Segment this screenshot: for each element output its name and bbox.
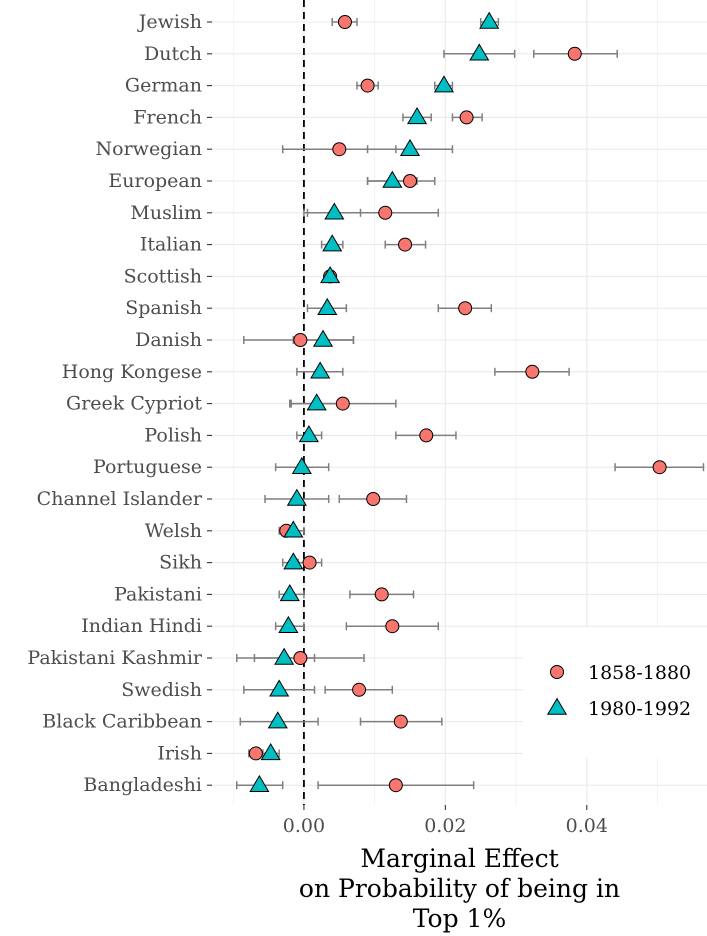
data-point-triangle: [433, 75, 455, 93]
y-tick-label: Italian: [140, 234, 202, 256]
x-axis-title-line: on Probability of being in: [299, 874, 620, 903]
data-point-triangle: [469, 43, 490, 61]
data-point-triangle: [269, 679, 290, 697]
y-tick-label: Bangladeshi: [83, 774, 202, 796]
x-tick-label: 0.00: [283, 815, 325, 837]
data-point-triangle: [382, 170, 403, 188]
data-point-circle: [458, 301, 473, 316]
data-point-circle: [652, 460, 667, 475]
y-tick-label: Muslim: [130, 202, 202, 224]
data-point-circle: [525, 364, 540, 379]
data-point-circle: [567, 46, 582, 61]
legend: 1858-1880 1980-1992: [523, 628, 707, 758]
legend-key-circle: [550, 665, 564, 679]
y-tick-label: Welsh: [145, 520, 202, 542]
x-axis-title-line: Marginal Effect: [360, 844, 558, 873]
data-point-triangle: [317, 297, 338, 315]
y-tick-label: German: [125, 75, 202, 97]
data-point-circle: [393, 714, 408, 729]
x-axis-title-line: Top 1%: [413, 904, 506, 933]
data-point-triangle: [298, 425, 319, 443]
data-point-triangle: [279, 584, 300, 602]
data-point-circle: [366, 492, 381, 506]
y-tick-label: Spanish: [125, 297, 202, 319]
data-point-circle: [293, 651, 308, 665]
data-point-circle: [360, 78, 375, 93]
data-point-triangle: [274, 647, 295, 665]
data-point-triangle: [283, 552, 304, 570]
data-point-circle: [337, 15, 352, 29]
data-point-triangle: [320, 266, 341, 284]
data-point-triangle: [249, 774, 270, 792]
data-point-triangle: [260, 743, 281, 761]
x-tick-label: 0.02: [424, 815, 466, 837]
data-point-triangle: [324, 202, 345, 220]
data-point-triangle: [479, 11, 500, 29]
y-tick-label: Polish: [144, 424, 202, 446]
data-point-circle: [378, 205, 393, 220]
x-ticks: 0.00 0.02 0.04: [283, 805, 608, 837]
data-point-triangle: [322, 234, 343, 252]
data-point-circle: [403, 174, 417, 188]
data-point-triangle: [310, 361, 331, 379]
y-tick-label: Swedish: [121, 679, 202, 701]
legend-box: [523, 628, 707, 758]
data-point-circle: [293, 333, 308, 347]
data-point-circle: [332, 142, 347, 157]
y-tick-label: Black Caribbean: [42, 711, 202, 733]
data-point-triangle: [267, 711, 288, 729]
y-tick-label: French: [133, 106, 202, 128]
data-point-circle: [302, 555, 317, 570]
y-tick-label: Jewish: [137, 11, 202, 33]
x-tick-label: 0.04: [566, 815, 608, 837]
data-point-circle: [398, 237, 413, 252]
data-point-circle: [388, 778, 403, 793]
data-point-triangle: [283, 520, 304, 538]
data-point-triangle: [286, 488, 307, 506]
legend-label: 1858-1880: [588, 662, 691, 684]
y-tick-label: Pakistani: [114, 583, 202, 605]
data-point-circle: [352, 682, 367, 697]
data-point-triangle: [291, 456, 312, 474]
data-point-circle: [419, 428, 434, 443]
data-point-circle: [385, 619, 400, 634]
points: [248, 11, 667, 793]
data-point-triangle: [399, 138, 421, 156]
legend-label: 1980-1992: [588, 698, 691, 720]
y-tick-label: Hong Kongese: [62, 361, 202, 383]
y-tick-label: Indian Hindi: [81, 615, 202, 637]
data-point-circle: [335, 396, 350, 411]
data-point-triangle: [306, 393, 327, 411]
y-tick-label: European: [108, 170, 202, 192]
data-point-circle: [248, 746, 263, 761]
y-tick-label: Channel Islander: [37, 488, 203, 510]
y-tick-label: Pakistani Kashmir: [27, 647, 203, 669]
y-tick-label: Scottish: [124, 265, 202, 287]
y-tick-label: Sikh: [159, 552, 202, 574]
legend-key-triangle: [546, 697, 568, 715]
y-tick-labels: Jewish Dutch German French Norwegian European…: [27, 11, 212, 796]
y-tick-label: Danish: [135, 329, 202, 351]
y-tick-label: Irish: [157, 742, 202, 764]
data-point-triangle: [278, 615, 299, 633]
y-tick-label: Portuguese: [93, 456, 202, 478]
data-point-circle: [374, 587, 389, 602]
y-tick-label: Norwegian: [96, 138, 202, 160]
y-tick-label: Dutch: [144, 43, 202, 65]
y-tick-label: Greek Cypriot: [66, 393, 202, 415]
data-point-circle: [459, 110, 474, 125]
data-point-triangle: [312, 329, 334, 347]
data-point-triangle: [406, 107, 428, 125]
